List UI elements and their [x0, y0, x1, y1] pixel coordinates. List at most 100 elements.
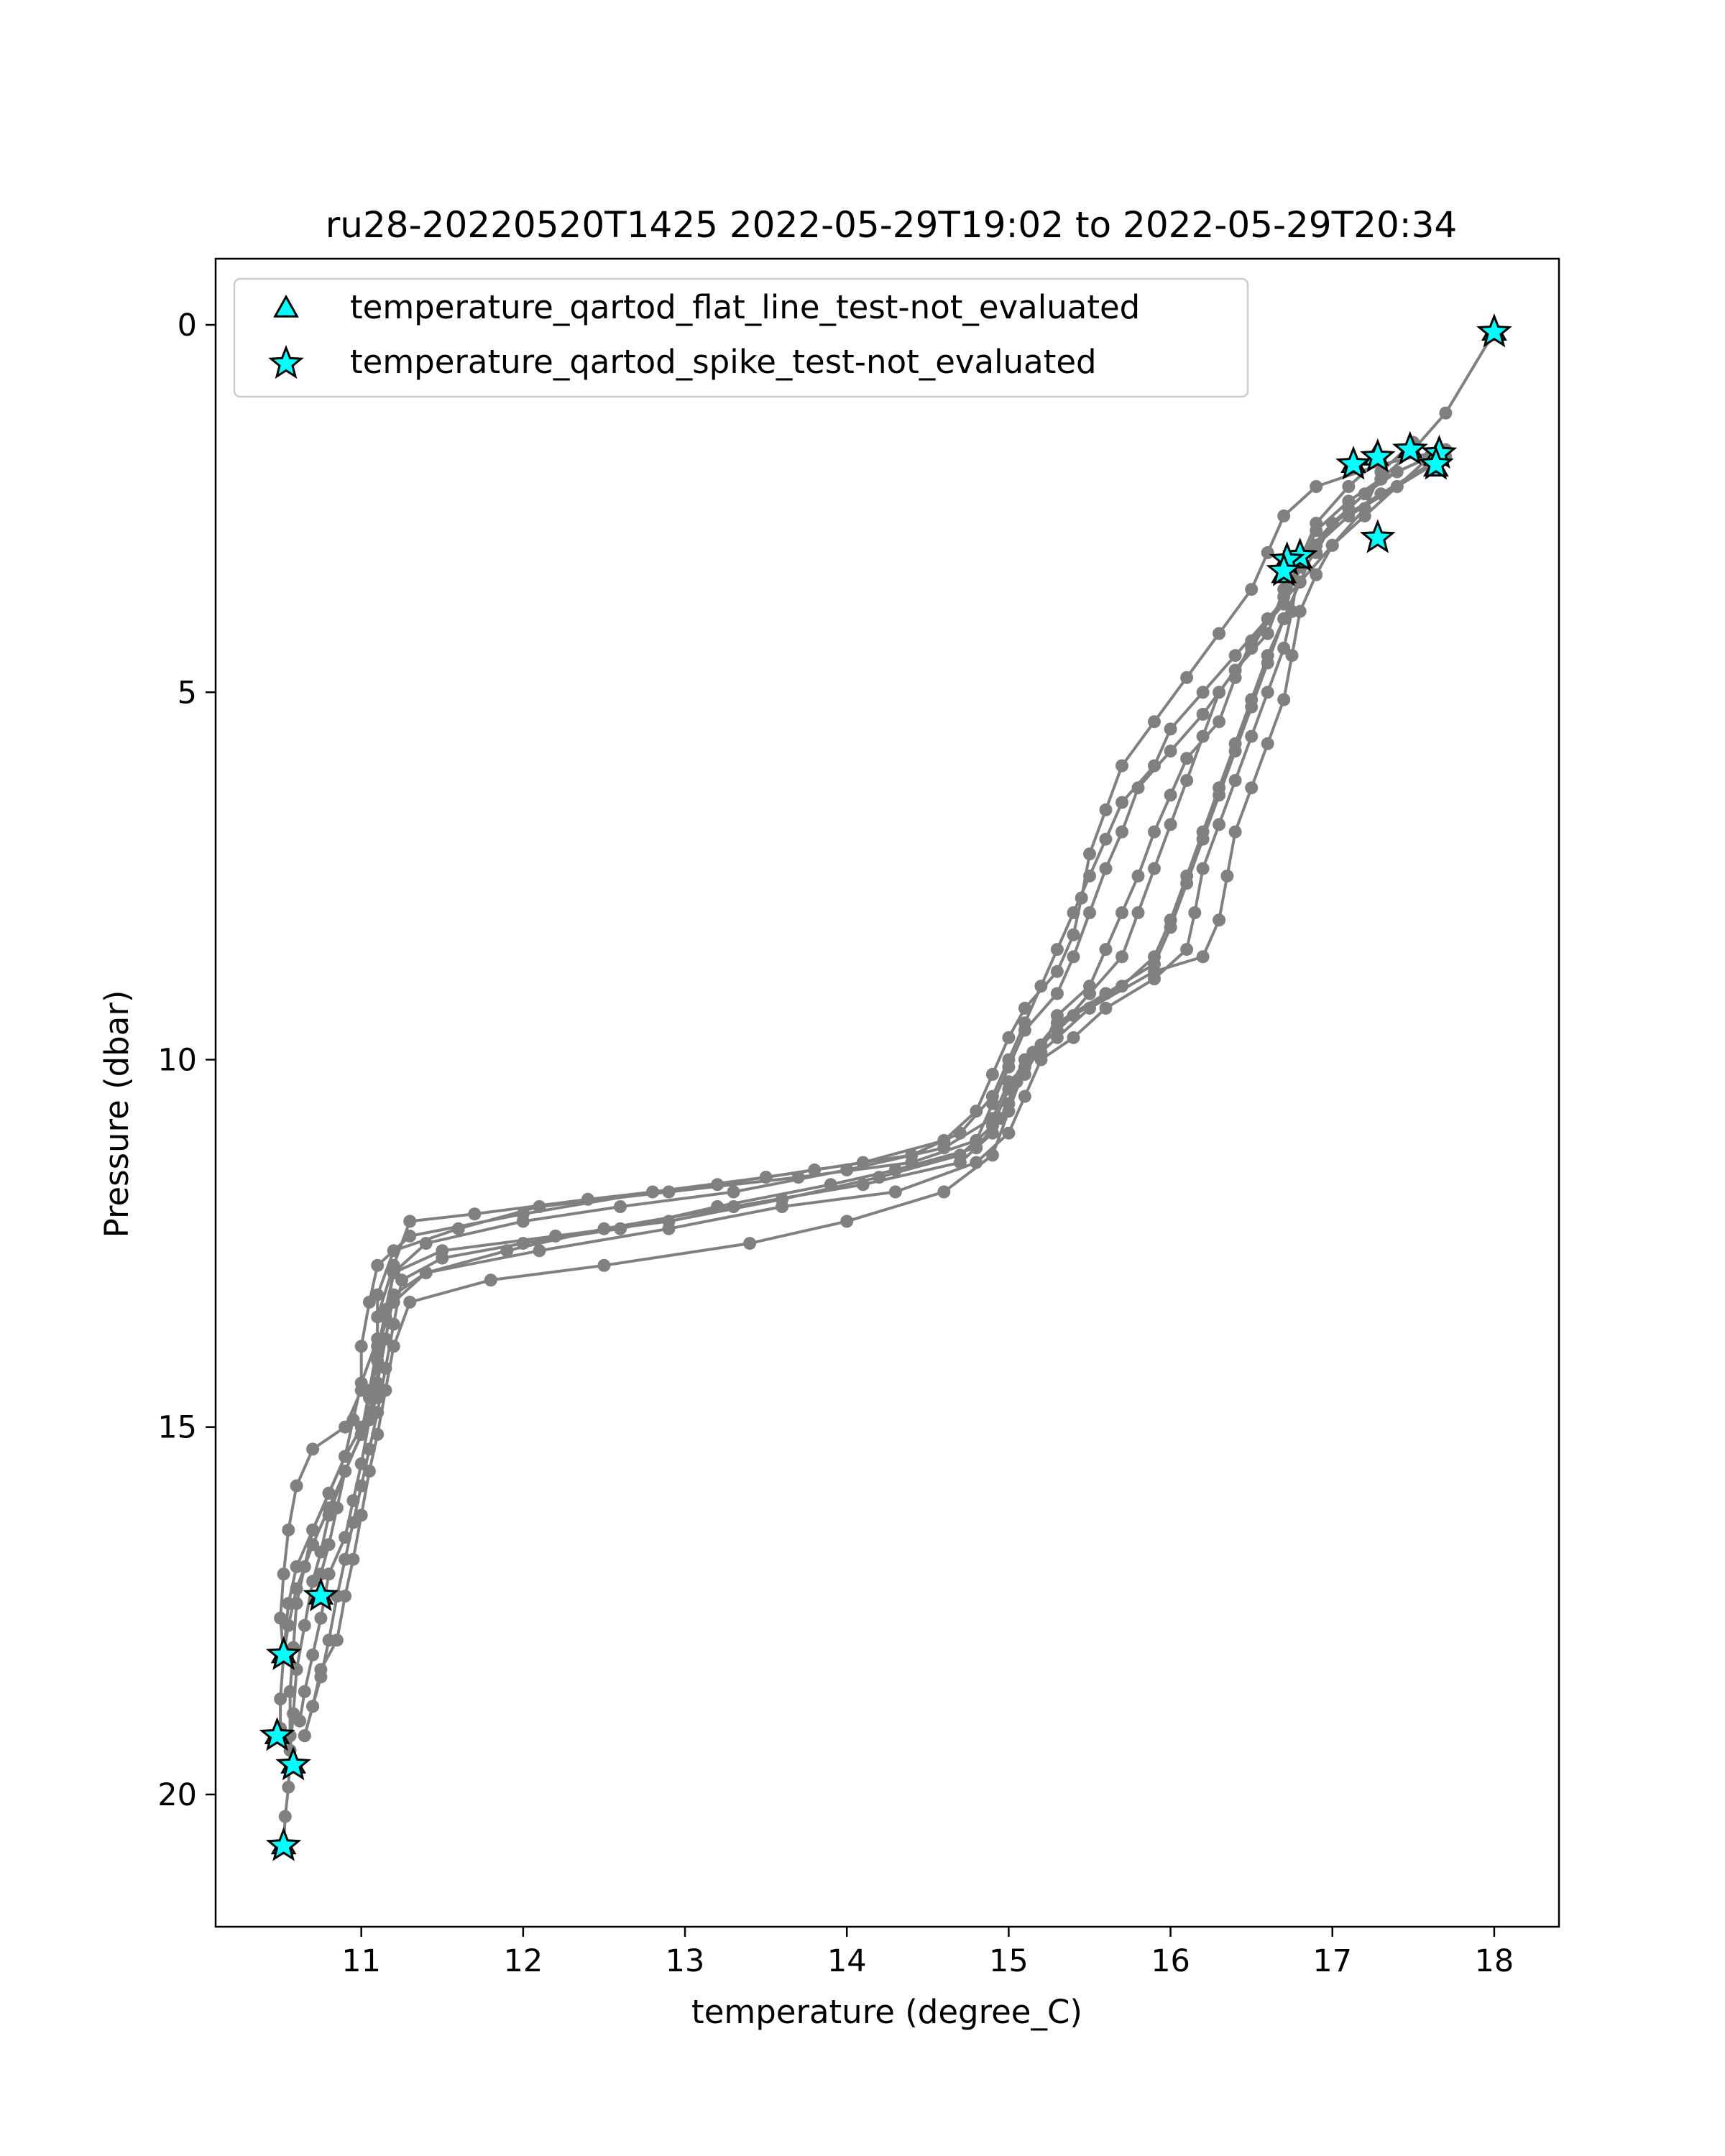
profile-point	[1131, 906, 1145, 919]
profile-point	[727, 1185, 740, 1199]
profile-line-8	[279, 448, 1446, 1655]
profile-point	[1245, 729, 1259, 743]
spike-flag-marker	[265, 1636, 302, 1670]
spike-flag-marker	[1266, 552, 1302, 586]
plot-area	[214, 257, 1560, 1928]
profile-point	[298, 1685, 311, 1698]
profile-point	[1164, 788, 1177, 802]
profiles-layer	[274, 326, 1501, 1853]
profile-point	[888, 1185, 902, 1199]
profile-point	[1099, 803, 1113, 816]
profile-point	[1018, 1067, 1031, 1081]
profile-point	[937, 1134, 951, 1147]
profile-point	[1131, 781, 1145, 795]
legend-marker-spike-star-icon	[268, 344, 304, 379]
profile-point	[403, 1215, 417, 1228]
profile-point	[1261, 737, 1274, 750]
spike-flag-marker	[265, 1827, 302, 1861]
profile-point	[1245, 583, 1259, 596]
profile-point	[387, 1317, 400, 1331]
profile-point	[1213, 686, 1226, 699]
y-tick-label: 5	[178, 675, 197, 711]
x-axis-label: temperature (degree_C)	[691, 1993, 1082, 2031]
profile-point	[759, 1171, 773, 1184]
profile-point	[1164, 818, 1177, 831]
profile-point	[597, 1222, 611, 1235]
profile-point	[1220, 869, 1234, 883]
profile-point	[287, 1707, 300, 1720]
profile-point	[1050, 987, 1064, 1000]
y-tick-label: 10	[157, 1042, 197, 1078]
profile-point	[330, 1634, 344, 1647]
profile-point	[322, 1567, 336, 1581]
profile-point	[597, 1258, 611, 1272]
profile-point	[1293, 604, 1307, 618]
profile-point	[1002, 1031, 1016, 1044]
profile-point	[1310, 538, 1323, 552]
profile-point	[856, 1156, 870, 1169]
profile-point	[1148, 825, 1161, 839]
profile-point	[1277, 612, 1291, 625]
profile-point	[1310, 517, 1323, 530]
profile-point	[1180, 943, 1194, 957]
spike-flag-marker	[303, 1577, 339, 1612]
spike-flag-marker	[259, 1717, 295, 1751]
spike-flag-marker	[1335, 446, 1371, 480]
legend-label-flat-line: temperature_qartod_flat_line_test-not_ev…	[350, 288, 1140, 326]
axes-frame	[214, 257, 1560, 1928]
profile-point	[306, 1523, 320, 1537]
profile-point	[362, 1465, 376, 1478]
profile-point	[1390, 480, 1404, 493]
profile-point	[1083, 987, 1096, 1000]
profile-point	[840, 1215, 854, 1228]
x-tick-label: 13	[666, 1943, 705, 1979]
profile-point	[533, 1244, 546, 1258]
profile-point	[395, 1273, 408, 1287]
profile-point	[1439, 406, 1453, 420]
profile-point	[727, 1200, 740, 1213]
profile-point	[1116, 759, 1128, 773]
profile-point	[362, 1413, 376, 1427]
profile-point	[354, 1383, 368, 1397]
legend-frame	[233, 277, 1249, 398]
profile-point	[1213, 715, 1226, 729]
profile-point	[1196, 686, 1210, 699]
profile-point	[403, 1229, 417, 1243]
profile-point	[1034, 980, 1048, 993]
x-tick-label: 16	[1151, 1943, 1190, 1979]
profile-point	[1148, 715, 1161, 729]
profile-point	[298, 1618, 311, 1632]
profile-point	[1116, 980, 1128, 993]
x-tick-label: 17	[1312, 1943, 1352, 1979]
profile-point	[1228, 774, 1242, 787]
profile-point	[1342, 509, 1356, 522]
profile-point	[1277, 509, 1291, 522]
x-tick-label: 11	[341, 1943, 381, 1979]
profile-point	[322, 1508, 336, 1522]
profile-point	[1245, 693, 1259, 706]
profile-point	[274, 1692, 288, 1705]
profile-point	[662, 1185, 676, 1199]
profile-point	[1213, 818, 1226, 831]
x-tick-label: 15	[989, 1943, 1029, 1979]
spike-flag-marker	[275, 1746, 311, 1781]
profile-point	[1050, 964, 1064, 978]
profile-point	[371, 1427, 385, 1441]
spike-flag-marker	[1417, 446, 1454, 480]
profile-point	[290, 1479, 303, 1493]
profile-point	[1148, 862, 1161, 875]
profile-point	[1018, 1023, 1031, 1037]
profile-point	[1018, 1001, 1031, 1015]
profile-point	[346, 1494, 360, 1507]
profile-point	[1116, 825, 1128, 839]
profile-point	[322, 1486, 336, 1500]
y-axis: 0 5 10 15 20	[157, 308, 216, 1813]
profile-point	[1261, 649, 1274, 663]
profile-point	[1196, 950, 1210, 964]
y-tick-label: 20	[157, 1777, 197, 1813]
profile-point	[1261, 546, 1274, 559]
profile-point	[290, 1582, 303, 1595]
x-tick-label: 14	[827, 1943, 867, 1979]
profile-point	[1213, 913, 1226, 927]
profile-point	[282, 1780, 295, 1794]
